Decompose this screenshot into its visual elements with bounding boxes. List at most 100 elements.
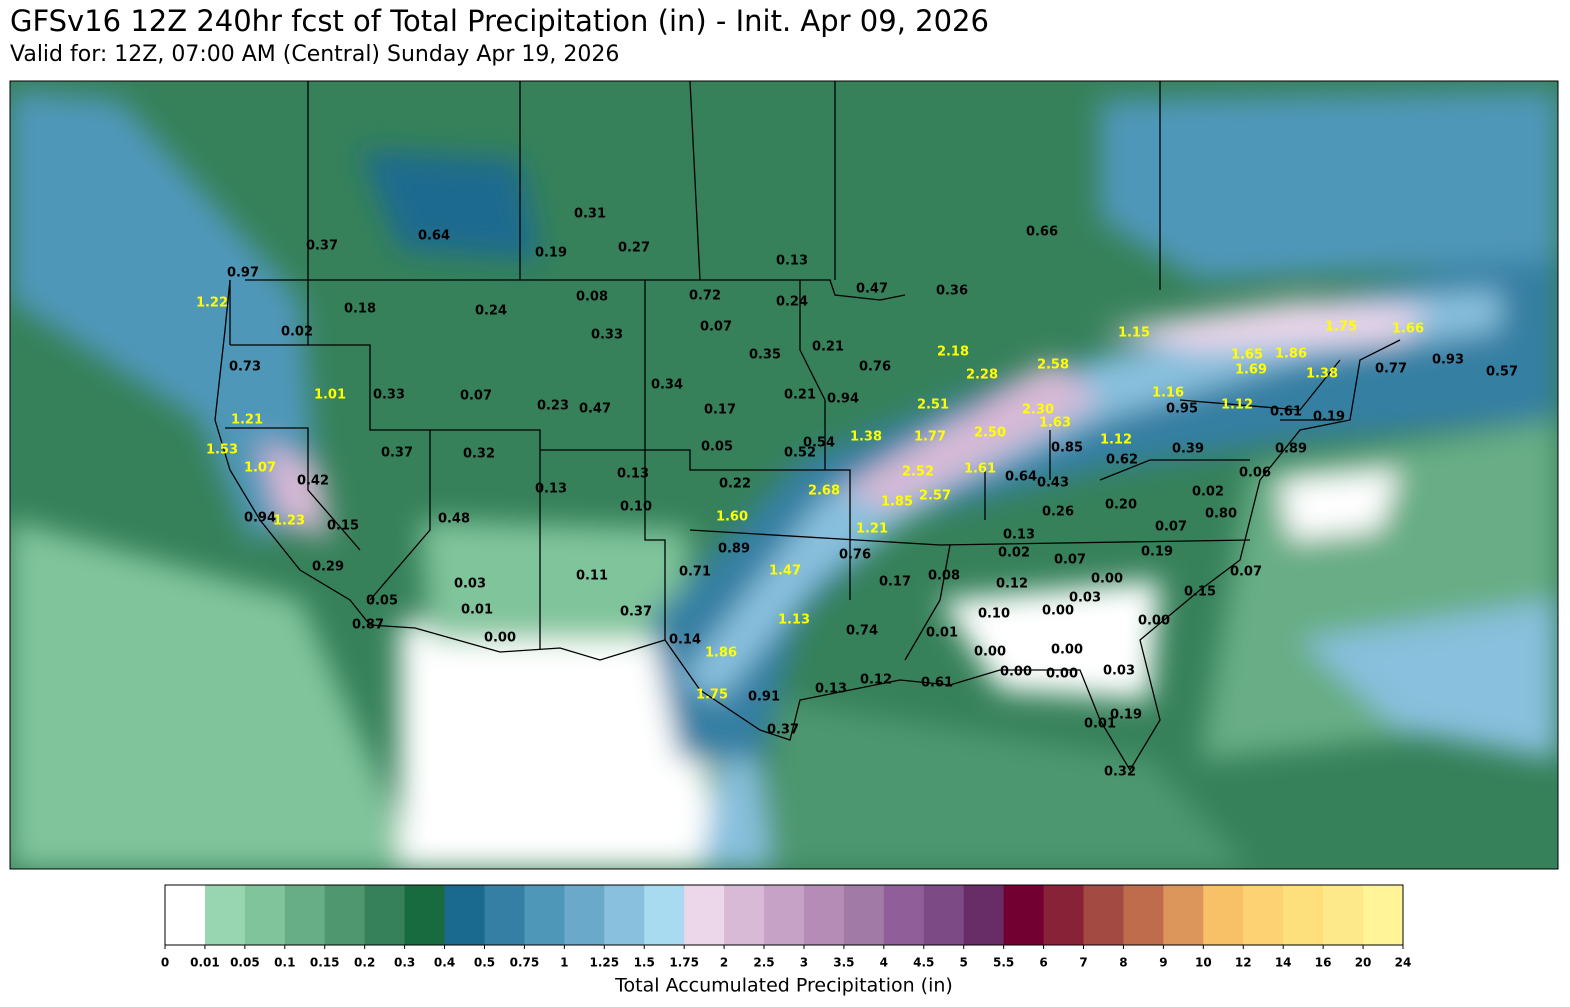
point-value: 0.24 — [475, 304, 507, 319]
point-value: 2.28 — [966, 368, 998, 383]
point-value: 0.12 — [996, 577, 1028, 592]
colorbar-tick-label: 2.5 — [753, 956, 774, 970]
point-value: 1.12 — [1221, 398, 1253, 413]
colorbar-swatch — [1323, 885, 1364, 945]
point-value: 0.05 — [701, 440, 733, 455]
point-value: 0.54 — [803, 436, 835, 451]
point-value: 1.13 — [778, 613, 810, 628]
point-value: 1.86 — [1275, 347, 1307, 362]
point-value: 0.02 — [1192, 485, 1224, 500]
point-value: 0.19 — [535, 246, 567, 261]
colorbar-swatch — [324, 885, 366, 945]
colorbar-swatch — [165, 885, 206, 945]
point-value: 0.26 — [1042, 505, 1074, 520]
point-value: 0.07 — [1155, 520, 1187, 535]
colorbar-tick-label: 14 — [1275, 956, 1292, 970]
colorbar-tick-label: 1.5 — [634, 956, 655, 970]
point-value: 1.16 — [1152, 386, 1184, 401]
point-value: 0.85 — [1051, 441, 1083, 456]
colorbar-tick-label: 4 — [880, 956, 888, 970]
point-value: 1.77 — [914, 430, 946, 445]
point-value: 0.20 — [1105, 498, 1137, 513]
colorbar-tick-label: 6 — [1039, 956, 1047, 970]
point-value: 0.37 — [306, 239, 338, 254]
point-value: 1.12 — [1100, 433, 1132, 448]
colorbar-swatch — [564, 885, 605, 945]
point-value: 0.76 — [859, 360, 891, 375]
colorbar-swatch — [1003, 885, 1045, 945]
colorbar-swatch — [524, 885, 565, 945]
point-value: 0.15 — [327, 519, 359, 534]
point-value: 1.15 — [1118, 326, 1150, 341]
map-frame — [9, 80, 1559, 870]
point-value: 1.75 — [1325, 320, 1357, 335]
colorbar-tick-label: 7 — [1079, 956, 1087, 970]
point-value: 1.38 — [1306, 367, 1338, 382]
point-value: 0.73 — [229, 360, 261, 375]
point-value: 2.30 — [1022, 403, 1054, 418]
colorbar-tick-label: 20 — [1355, 956, 1372, 970]
point-value: 0.19 — [1313, 410, 1345, 425]
colorbar-swatch — [364, 885, 406, 945]
point-value: 0.00 — [974, 645, 1006, 660]
point-value: 0.13 — [617, 467, 649, 482]
point-value: 0.66 — [1026, 225, 1058, 240]
point-value: 0.76 — [839, 548, 871, 563]
point-value: 2.57 — [919, 489, 951, 504]
colorbar-tick-label: 9 — [1159, 956, 1167, 970]
point-value: 0.89 — [1275, 442, 1307, 457]
point-value: 0.22 — [719, 477, 751, 492]
point-value: 0.36 — [936, 284, 968, 299]
colorbar-swatch — [1043, 885, 1085, 945]
point-value: 0.43 — [1037, 476, 1069, 491]
colorbar-tick-label: 1.75 — [669, 956, 699, 970]
point-labels: 0.31 0.64 0.37 0.19 0.27 0.13 0.66 0.97 0.47 0.36… — [196, 207, 1518, 780]
point-value: 0.47 — [579, 402, 611, 417]
point-value: 0.27 — [618, 241, 650, 256]
point-value: 2.52 — [902, 465, 934, 480]
point-value: 2.58 — [1037, 358, 1069, 373]
point-value: 0.08 — [576, 290, 608, 305]
point-value: 0.00 — [484, 631, 516, 646]
point-value: 0.01 — [926, 626, 958, 641]
point-value: 1.86 — [705, 646, 737, 661]
point-value: 0.07 — [1230, 565, 1262, 580]
colorbar-swatch — [204, 885, 246, 945]
point-value: 0.07 — [700, 320, 732, 335]
colorbar-tick-label: 0.5 — [474, 956, 495, 970]
point-value: 1.69 — [1235, 363, 1267, 378]
colorbar-swatch — [803, 885, 845, 945]
point-value: 1.85 — [881, 495, 913, 510]
point-value: 0.03 — [1103, 664, 1135, 679]
point-value: 0.35 — [749, 348, 781, 363]
point-value: 0.00 — [1042, 604, 1074, 619]
point-value: 0.64 — [418, 229, 450, 244]
point-value: 0.33 — [373, 388, 405, 403]
colorbar-tick-label: 0.2 — [354, 956, 375, 970]
point-value: 0.12 — [860, 673, 892, 688]
colorbar-tick-label: 12 — [1235, 956, 1252, 970]
colorbar-swatch — [1363, 885, 1404, 945]
colorbar-swatch — [883, 885, 925, 945]
point-value: 2.68 — [808, 484, 840, 499]
point-value: 0.13 — [1003, 528, 1035, 543]
point-value: 1.07 — [244, 461, 276, 476]
colorbar-swatch — [843, 885, 885, 945]
colorbar-tick-label: 0.15 — [310, 956, 340, 970]
point-value: 0.62 — [1106, 453, 1138, 468]
point-value: 0.89 — [718, 542, 750, 557]
colorbar-swatch — [684, 885, 725, 945]
point-value: 0.64 — [1005, 470, 1037, 485]
point-value: 0.02 — [998, 546, 1030, 561]
point-value: 0.33 — [591, 328, 623, 343]
point-value: 0.29 — [312, 560, 344, 575]
point-value: 0.42 — [297, 474, 329, 489]
point-value: 0.31 — [574, 207, 606, 222]
point-value: 0.00 — [1138, 614, 1170, 629]
point-value: 0.01 — [1084, 717, 1116, 732]
colorbar-tick-label: 0.3 — [394, 956, 415, 970]
point-value: 0.05 — [366, 594, 398, 609]
point-value: 0.07 — [1054, 553, 1086, 568]
point-value: 0.03 — [454, 577, 486, 592]
